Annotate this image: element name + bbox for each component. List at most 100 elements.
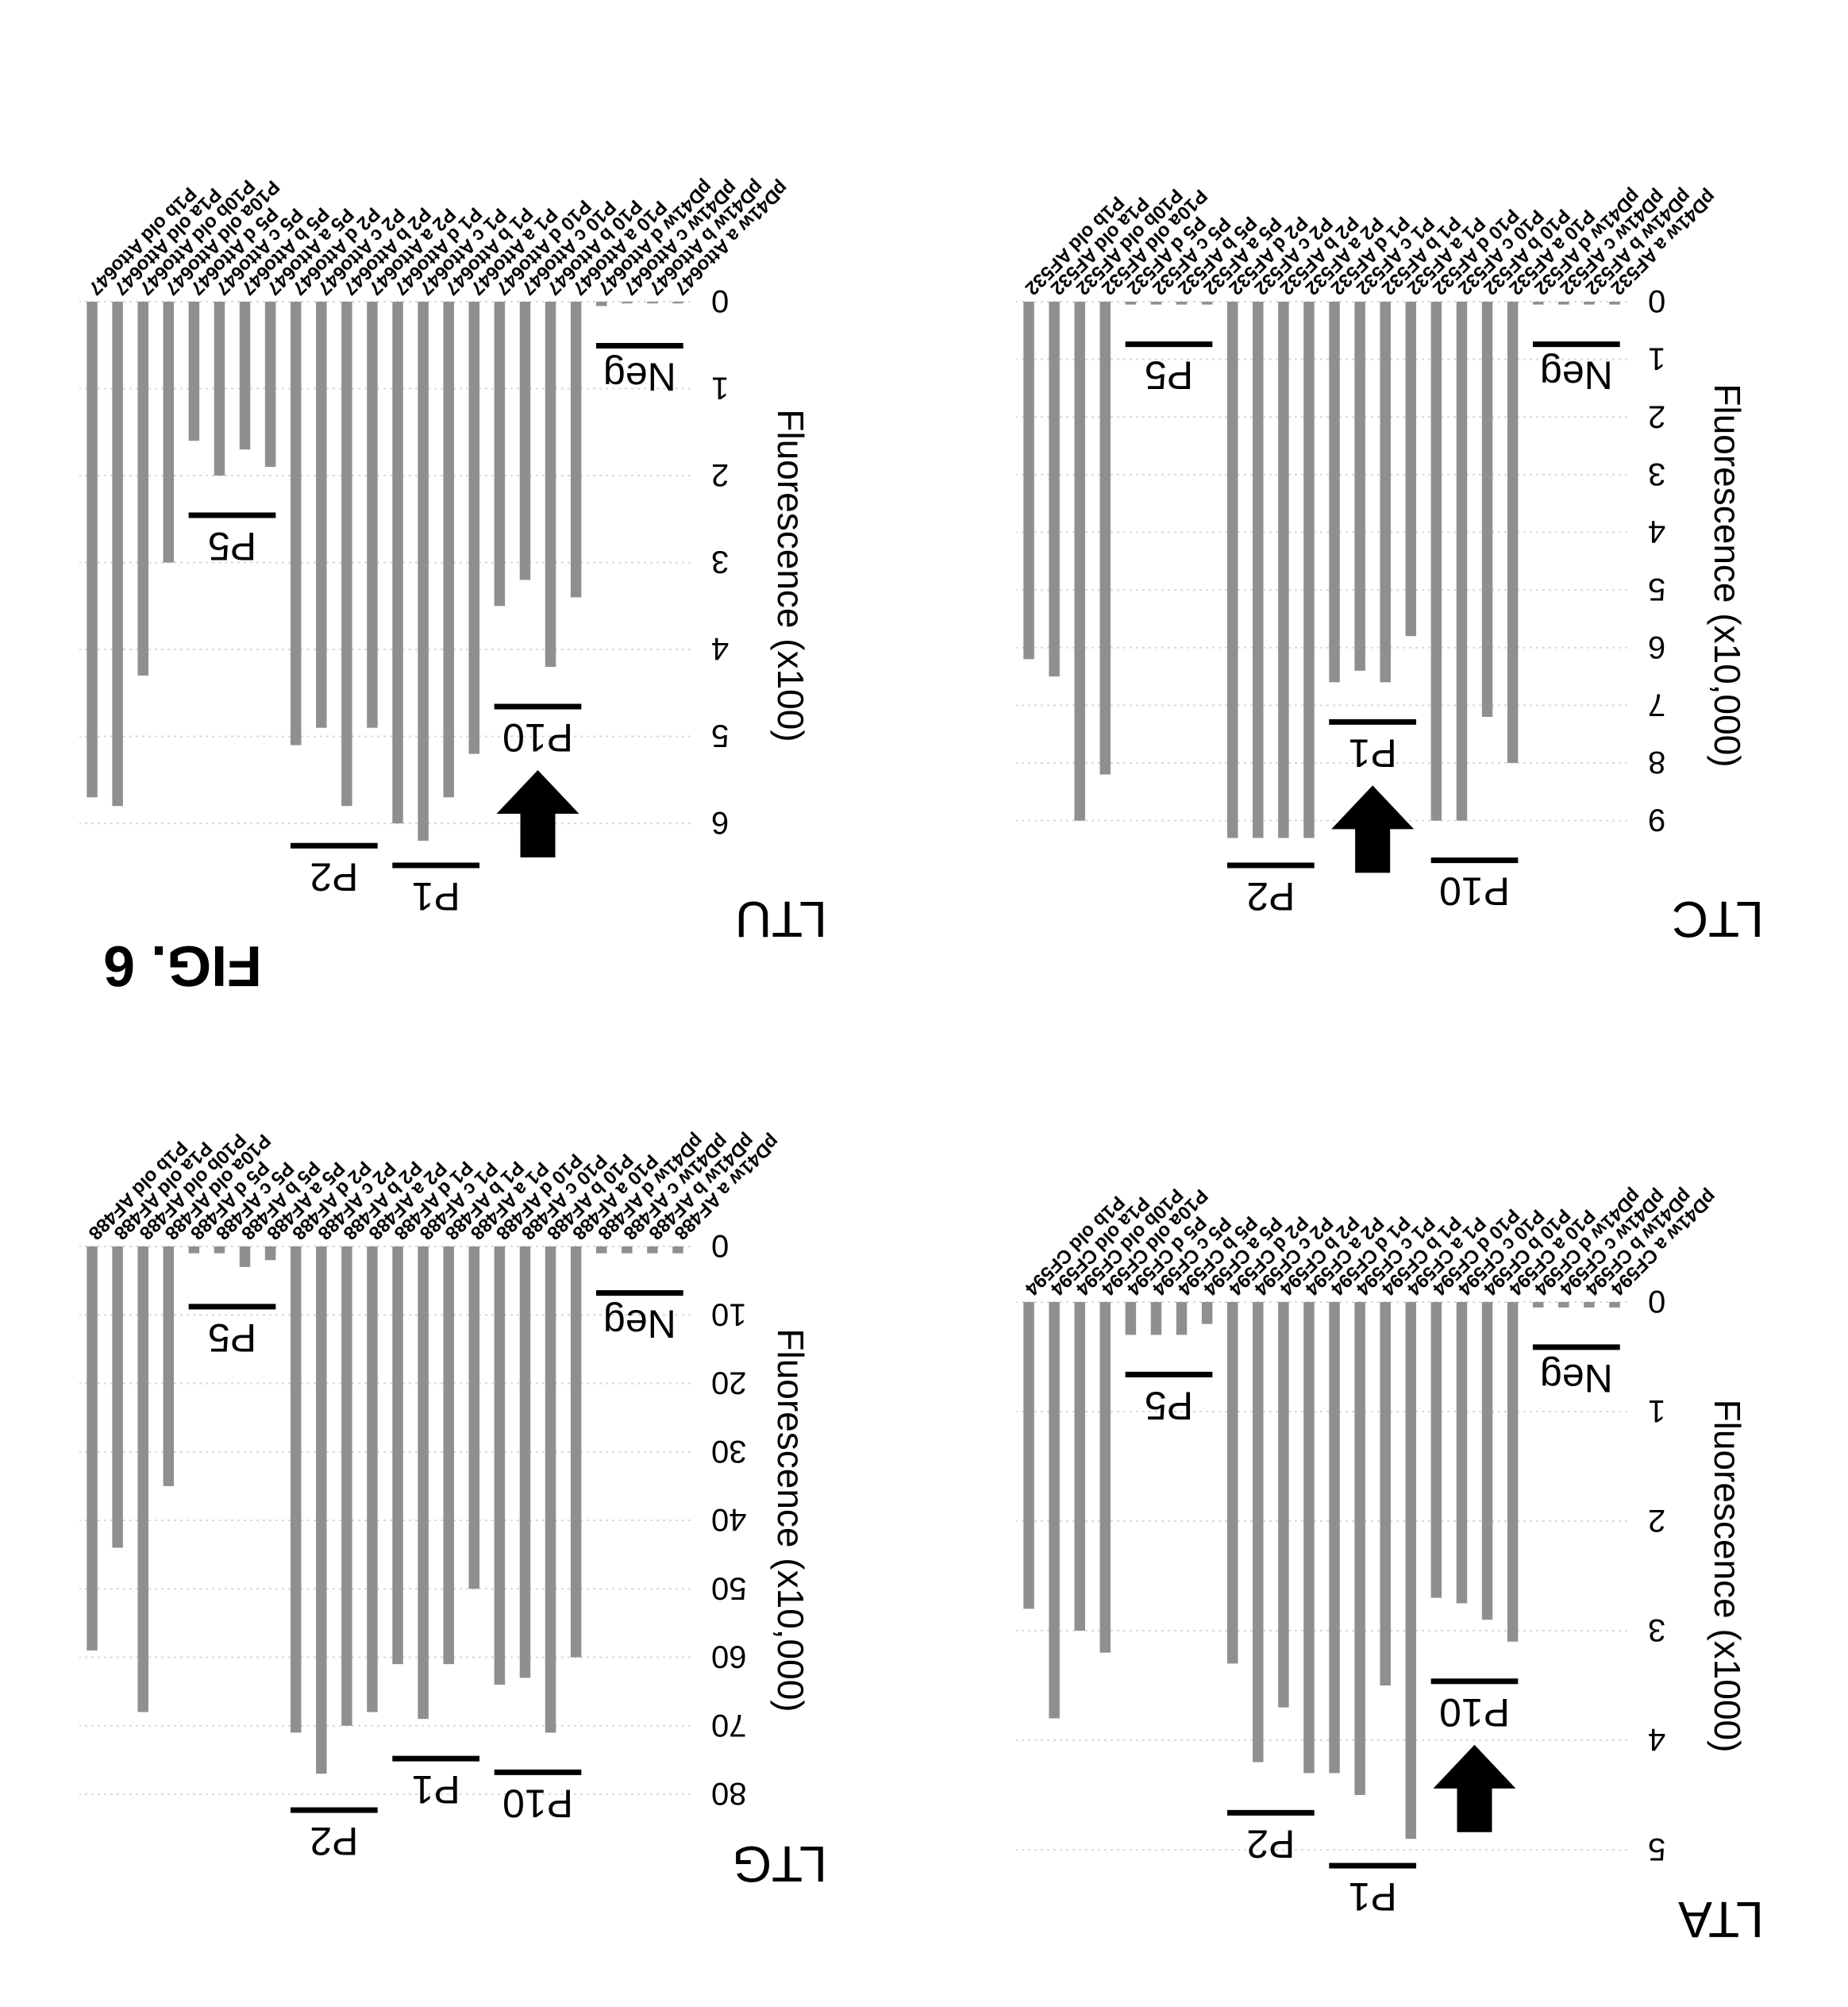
- bar-p10b-old-cf594: [1074, 1302, 1085, 1631]
- bar-p5-b-atto647: [239, 302, 251, 450]
- panel-title-lta: LTA: [1678, 1891, 1764, 1948]
- bar-p10-d-af488: [494, 1246, 506, 1685]
- bar-p1a-old-cf594: [1049, 1302, 1060, 1719]
- bar-pd41w-d-af488: [595, 1246, 607, 1254]
- bar-p1-b-af532: [1380, 302, 1391, 683]
- group-label-neg: Neg: [1540, 1356, 1613, 1400]
- bar-p10b-old-atto647: [137, 302, 148, 676]
- group-label-p10: P10: [502, 715, 573, 760]
- y-tick-label: 1: [1648, 1393, 1665, 1428]
- bar-p10-d-af532: [1430, 302, 1442, 821]
- panel-title-ltc: LTC: [1671, 891, 1764, 948]
- bar-p1-b-cf594: [1380, 1302, 1391, 1685]
- figure-label: FIG. 6: [103, 934, 263, 997]
- group-label-p2: P2: [1246, 874, 1295, 919]
- bar-p10b-old-af488: [137, 1246, 148, 1712]
- bar-p5-d-cf594: [1125, 1302, 1137, 1335]
- bar-p5-a-af532: [1201, 302, 1213, 305]
- y-tick-label: 9: [1648, 803, 1665, 838]
- y-tick-label: 10: [711, 1296, 747, 1331]
- bar-p5-d-af488: [188, 1246, 200, 1254]
- bar-p5-b-af532: [1176, 302, 1188, 305]
- y-tick-label: 30: [711, 1434, 747, 1469]
- group-label-p5: P5: [1145, 1383, 1193, 1427]
- y-axis-label: Fluorescence (x10,000): [770, 1328, 811, 1712]
- y-tick-label: 80: [711, 1776, 747, 1811]
- bar-p2-a-af488: [367, 1246, 378, 1712]
- bar-p5-a-af488: [264, 1246, 276, 1261]
- y-tick-label: 40: [711, 1502, 747, 1537]
- y-tick-label: 2: [711, 457, 729, 492]
- group-label-p10: P10: [1439, 869, 1510, 914]
- group-label-neg: Neg: [603, 354, 676, 399]
- y-tick-label: 0: [1648, 283, 1665, 318]
- bar-p2-a-atto647: [367, 302, 378, 728]
- bar-p5-c-af532: [1150, 302, 1162, 305]
- bar-p5-c-cf594: [1150, 1302, 1162, 1335]
- bar-p2-b-af488: [341, 1246, 352, 1726]
- bar-p10a-old-af488: [163, 1246, 175, 1486]
- arrow-marker: [496, 770, 579, 857]
- bar-p10-a-cf594: [1507, 1302, 1519, 1642]
- arrow-marker: [1331, 785, 1415, 873]
- group-label-p5: P5: [208, 1316, 256, 1360]
- bar-p10-b-cf594: [1481, 1302, 1493, 1620]
- bar-p1-c-af532: [1354, 302, 1365, 671]
- bar-p10-b-atto647: [545, 302, 556, 667]
- bar-p10-b-af532: [1481, 302, 1493, 717]
- y-tick-label: 8: [1648, 745, 1665, 780]
- y-tick-label: 6: [711, 805, 729, 840]
- bar-p5-c-atto647: [214, 302, 225, 476]
- group-label-p1: P1: [412, 1767, 460, 1812]
- bar-pd41w-b-af532: [1584, 302, 1595, 305]
- bar-p10-c-af488: [519, 1246, 531, 1678]
- bar-pd41w-c-atto647: [622, 302, 633, 304]
- y-tick-label: 0: [711, 1228, 729, 1263]
- y-tick-label: 4: [711, 631, 729, 666]
- bar-p10-b-af488: [545, 1246, 556, 1733]
- bar-pd41w-c-cf594: [1558, 1302, 1569, 1308]
- bar-p1-a-cf594: [1405, 1302, 1417, 1839]
- bar-pd41w-d-atto647: [595, 302, 607, 306]
- group-label-neg: Neg: [603, 1302, 676, 1346]
- bar-p10a-old-cf594: [1099, 1302, 1111, 1653]
- bar-pd41w-a-atto647: [672, 302, 683, 304]
- bar-p10b-old-af532: [1074, 302, 1085, 821]
- bar-p5-d-af532: [1125, 302, 1137, 305]
- group-label-p1: P1: [1349, 730, 1397, 775]
- y-tick-label: 3: [711, 545, 729, 580]
- panel-title-ltg: LTG: [732, 1836, 827, 1893]
- bar-p10-a-af488: [570, 1246, 582, 1658]
- bar-p2-c-atto647: [316, 302, 327, 728]
- bar-p10a-old-af532: [1099, 302, 1111, 775]
- y-axis-label: Fluorescence (x1000): [1707, 1400, 1748, 1753]
- y-tick-label: 5: [1648, 572, 1665, 607]
- bar-p1-c-atto647: [418, 302, 429, 842]
- bar-p10-a-atto647: [570, 302, 582, 598]
- bar-p1-a-af532: [1405, 302, 1417, 637]
- bar-pd41w-c-af532: [1558, 302, 1569, 305]
- bar-p2-d-af532: [1226, 302, 1238, 838]
- bar-p1b-old-af488: [87, 1246, 98, 1651]
- bar-p10-d-atto647: [494, 302, 506, 607]
- bar-p2-d-atto647: [290, 302, 302, 745]
- y-tick-label: 7: [1648, 687, 1665, 722]
- bar-p1-d-atto647: [392, 302, 403, 824]
- bar-p2-b-cf594: [1278, 1302, 1289, 1708]
- group-label-p10: P10: [1439, 1690, 1510, 1735]
- bar-p10-c-af532: [1456, 302, 1468, 821]
- y-tick-label: 3: [1648, 1612, 1665, 1647]
- y-tick-label: 6: [1648, 630, 1665, 665]
- bar-p5-d-atto647: [188, 302, 200, 441]
- bar-p2-d-af488: [290, 1246, 302, 1733]
- bar-pd41w-d-cf594: [1532, 1302, 1544, 1308]
- y-tick-label: 50: [711, 1570, 747, 1605]
- bar-p1b-old-cf594: [1023, 1302, 1034, 1609]
- bar-p2-b-af532: [1278, 302, 1289, 838]
- bar-p5-a-cf594: [1201, 1302, 1213, 1324]
- bar-p1-b-atto647: [443, 302, 454, 798]
- bar-p1b-old-af532: [1023, 302, 1034, 660]
